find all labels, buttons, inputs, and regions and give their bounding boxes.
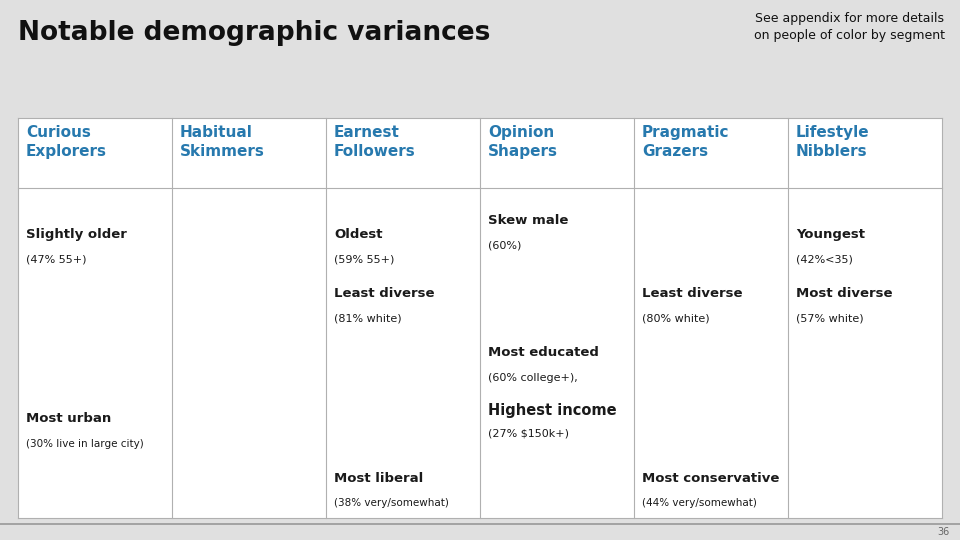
Text: Least diverse: Least diverse	[642, 287, 742, 300]
Text: (81% white): (81% white)	[334, 313, 401, 323]
Bar	[18, 118, 942, 518]
Text: Opinion
Shapers: Opinion Shapers	[488, 125, 558, 159]
Text: Habitual
Skimmers: Habitual Skimmers	[180, 125, 265, 159]
Text: Least diverse: Least diverse	[334, 287, 435, 300]
Text: (44% very/somewhat): (44% very/somewhat)	[642, 498, 756, 508]
Text: (80% white): (80% white)	[642, 313, 709, 323]
Text: (60%): (60%)	[488, 241, 521, 251]
Text: See appendix for more details
on people of color by segment: See appendix for more details on people …	[754, 12, 945, 42]
Text: Earnest
Followers: Earnest Followers	[334, 125, 416, 159]
Bar	[0, 0, 960, 115]
Text: Youngest: Youngest	[796, 227, 865, 241]
Text: Oldest: Oldest	[334, 227, 382, 241]
Text: Highest income: Highest income	[488, 402, 616, 417]
Text: Most diverse: Most diverse	[796, 287, 893, 300]
Text: Curious
Explorers: Curious Explorers	[26, 125, 107, 159]
Text: Most educated: Most educated	[488, 346, 599, 360]
Text: (30% live in large city): (30% live in large city)	[26, 439, 144, 449]
Text: Notable demographic variances: Notable demographic variances	[18, 20, 491, 46]
Text: (60% college+),: (60% college+),	[488, 373, 578, 383]
Text: 36: 36	[938, 527, 950, 537]
Text: Lifestyle
Nibblers: Lifestyle Nibblers	[796, 125, 870, 159]
Text: (38% very/somewhat): (38% very/somewhat)	[334, 498, 449, 508]
Text: Pragmatic
Grazers: Pragmatic Grazers	[642, 125, 730, 159]
Text: (47% 55+): (47% 55+)	[26, 254, 86, 264]
Text: Skew male: Skew male	[488, 214, 568, 227]
Text: Most urban: Most urban	[26, 413, 111, 426]
Text: (57% white): (57% white)	[796, 313, 864, 323]
Text: Most conservative: Most conservative	[642, 472, 780, 485]
Text: (59% 55+): (59% 55+)	[334, 254, 395, 264]
Text: Most liberal: Most liberal	[334, 472, 423, 485]
Text: (42%<35): (42%<35)	[796, 254, 852, 264]
Text: (27% $150k+): (27% $150k+)	[488, 429, 569, 439]
Text: Slightly older: Slightly older	[26, 227, 127, 241]
